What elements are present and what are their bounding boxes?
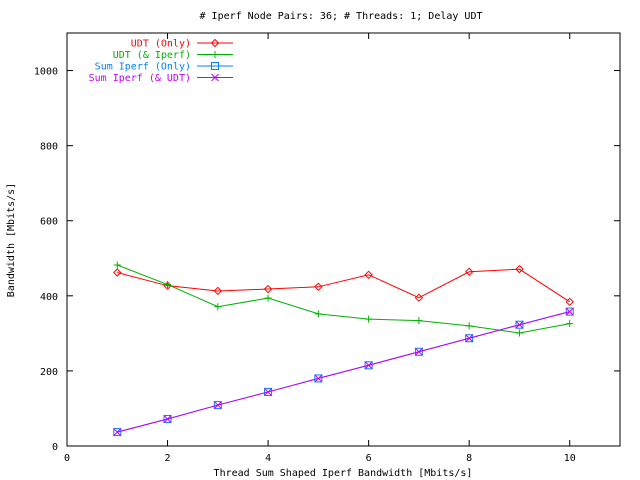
y-tick-label: 800 [40, 142, 58, 153]
legend-label: UDT (Only) [131, 39, 191, 50]
plot-area-border [66, 32, 621, 447]
data-point [414, 293, 424, 302]
data-point [214, 303, 222, 311]
series-line [117, 311, 570, 433]
y-tick-label: 400 [40, 292, 58, 303]
data-point [515, 264, 524, 274]
data-point [113, 261, 121, 269]
x-axis-label: Thread Sum Shaped Iperf Bandwidth [Mbits… [214, 468, 473, 479]
data-point [164, 281, 172, 289]
series-udt-iperf [113, 261, 574, 337]
x-tick-label: 2 [165, 453, 171, 464]
legend-label: Sum Iperf (Only) [95, 62, 191, 73]
data-point [213, 401, 222, 410]
data-point [515, 329, 523, 337]
data-point [515, 320, 524, 329]
data-point [565, 297, 574, 307]
legend-marker [211, 73, 219, 82]
data-point [364, 270, 373, 279]
data-point [213, 286, 223, 296]
data-point [566, 320, 574, 328]
data-point [264, 388, 272, 396]
x-tick-label: 0 [64, 453, 70, 464]
data-point [314, 374, 323, 383]
data-point [263, 284, 273, 294]
legend-marker [211, 62, 219, 70]
legend-marker [210, 38, 220, 48]
x-tick-label: 10 [564, 453, 576, 464]
data-point [364, 361, 373, 370]
chart-title: # Iperf Node Pairs: 36; # Threads: 1; De… [200, 11, 483, 22]
series-line [117, 268, 570, 303]
data-point [213, 401, 222, 409]
y-axis-label: Bandwidth [Mbits/s] [6, 183, 17, 297]
data-point [565, 307, 574, 316]
series-line [117, 264, 570, 334]
data-point [163, 414, 172, 423]
data-point [314, 282, 323, 292]
data-point [314, 374, 323, 383]
y-tick-label: 1000 [34, 67, 58, 78]
data-point [464, 267, 474, 276]
legend: UDT (Only)UDT (& Iperf)Sum Iperf (Only)S… [89, 38, 233, 84]
x-axis: 0 2 4 6 8 10 [64, 33, 576, 464]
legend-label: UDT (& Iperf) [113, 50, 191, 61]
data-point [163, 415, 172, 423]
x-tick-label: 8 [466, 453, 472, 464]
data-point [314, 310, 322, 318]
data-point [113, 428, 122, 436]
data-point [414, 347, 423, 356]
series-udt-only [113, 264, 574, 307]
y-tick-label: 600 [40, 217, 58, 228]
x-tick-label: 4 [265, 453, 271, 464]
legend-label: Sum Iperf (& UDT) [89, 73, 191, 84]
x-tick-label: 6 [366, 453, 372, 464]
y-tick-label: 0 [52, 442, 58, 453]
series-sum-iperf-udt [113, 307, 574, 436]
legend-marker [211, 51, 219, 58]
data-point [465, 334, 474, 343]
y-tick-label: 200 [40, 367, 58, 378]
data-point [113, 268, 122, 277]
data-point [465, 334, 474, 343]
data-point [364, 361, 373, 370]
data-point [565, 307, 574, 316]
y-axis: 0 200 400 600 800 1000 [34, 67, 620, 453]
data-point [113, 428, 122, 437]
data-point [264, 387, 273, 396]
series-layer [113, 261, 574, 437]
data-point [264, 294, 272, 302]
data-point [415, 317, 423, 325]
data-point [365, 315, 373, 323]
data-point [515, 320, 524, 329]
data-point [415, 347, 423, 356]
data-point [465, 322, 473, 330]
